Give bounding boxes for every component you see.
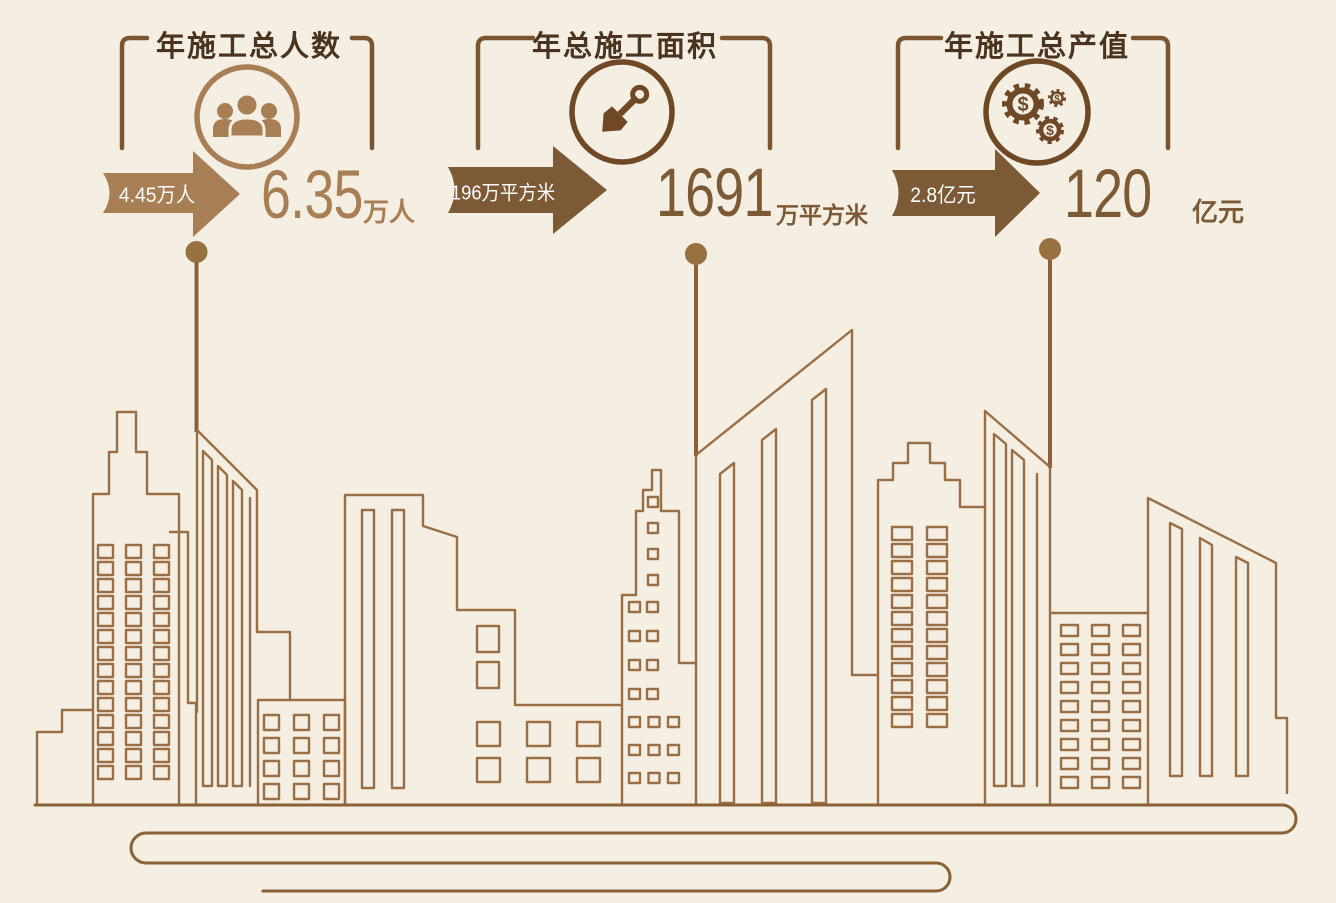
growth-arrow-2 — [448, 146, 607, 234]
panel2-to-unit: 万平方米 — [776, 202, 868, 228]
building-window-strips — [1168, 521, 1250, 778]
panel1-to-value: 6.35 — [261, 156, 363, 233]
growth-arrow-1 — [103, 151, 240, 237]
building-outline — [876, 441, 987, 807]
timeline-dot-3 — [1039, 238, 1061, 260]
panel1-bracket — [119, 35, 375, 151]
city-skyline — [35, 328, 1289, 807]
building-outline — [343, 493, 624, 807]
building-outline — [1146, 496, 1289, 795]
panel2-to-value: 1691 — [656, 154, 773, 231]
panel1-from-value: 4.45万人 — [118, 184, 196, 207]
timeline-dot-1 — [185, 241, 208, 263]
building-outline — [620, 468, 698, 807]
panel3-bracket — [895, 35, 1171, 151]
building-windows — [890, 525, 949, 729]
ground-serpentine-line — [33, 803, 1298, 893]
building-outline — [35, 708, 95, 807]
building-outline — [983, 409, 1052, 615]
timeline-dot-2 — [685, 243, 707, 265]
building-outline — [694, 328, 880, 805]
building-outline — [91, 410, 181, 807]
svg-text:$: $ — [1054, 94, 1060, 105]
building-outline — [1048, 611, 1150, 807]
building-windows — [627, 715, 681, 785]
svg-text:$: $ — [1046, 122, 1054, 138]
shovel-icon — [602, 84, 650, 132]
building-windows — [262, 713, 341, 801]
panel1-title: 年施工总人数 — [155, 31, 343, 63]
panel2-icon-ring — [569, 59, 675, 165]
panel3-title: 年施工总产值 — [943, 31, 1131, 63]
panel2-from-value: 196万平方米 — [450, 182, 556, 205]
people-group-icon — [213, 92, 281, 139]
panel3-to-value: 120 — [1064, 155, 1152, 232]
svg-text:$: $ — [1017, 94, 1028, 116]
building-windows — [627, 600, 660, 701]
building-window-strips — [992, 432, 1039, 788]
building-windows — [1059, 623, 1142, 790]
building-window-strips — [360, 508, 406, 790]
panel1-to-unit: 万人 — [363, 197, 416, 227]
building-windows — [475, 624, 501, 690]
building-window-strips — [718, 387, 828, 805]
timeline-dots — [185, 238, 1061, 265]
panel2-bracket — [475, 35, 773, 151]
building-windows — [475, 720, 602, 784]
gears-money-icon: $ $ $ — [1002, 83, 1066, 144]
panel3-to-unit: 亿元 — [1192, 197, 1245, 227]
building-windows — [646, 495, 660, 587]
panel3-icon-ring — [983, 58, 1091, 166]
panel3-from-value: 2.8亿元 — [910, 184, 976, 207]
building-outline — [168, 530, 198, 807]
building-window-strips — [201, 449, 252, 788]
panel1-icon-ring — [194, 64, 300, 170]
timeline-markers — [194, 256, 1052, 468]
building-windows — [96, 543, 171, 781]
building-outline — [195, 428, 292, 714]
growth-arrow-3 — [892, 149, 1040, 237]
panel2-title: 年总施工面积 — [531, 31, 719, 63]
